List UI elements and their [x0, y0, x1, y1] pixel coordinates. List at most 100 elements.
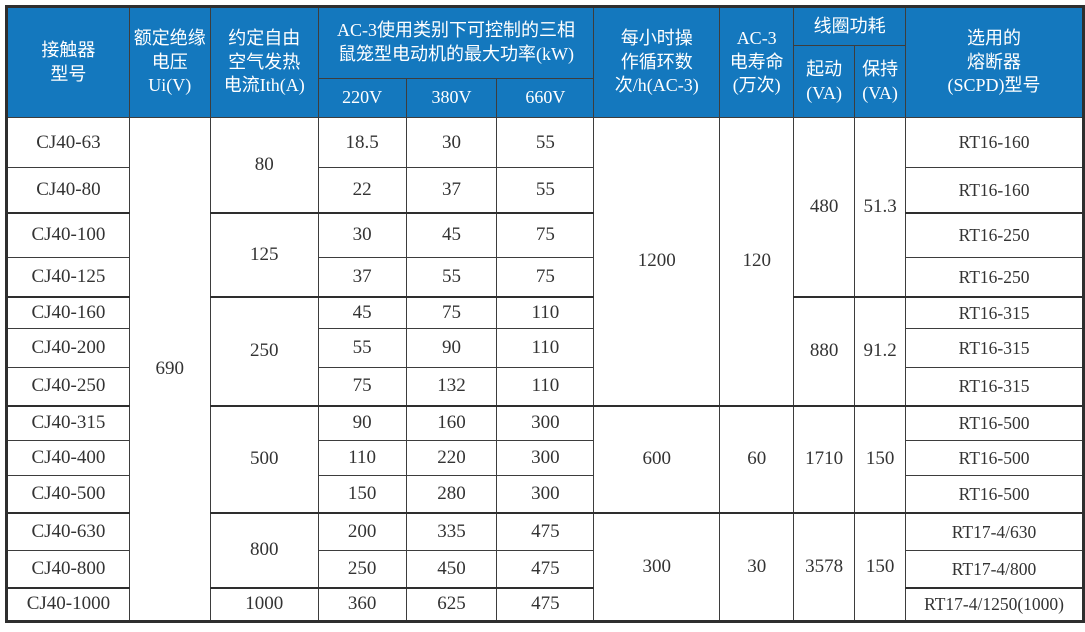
header-max-power-ac3: AC-3使用类别下可控制的三相 鼠笼型电动机的最大功率(kW) [317, 6, 595, 79]
cell-power-220v: 250 [317, 550, 407, 588]
cell-life: 30 [719, 511, 795, 622]
table-row: CJ40-800 250 450 475 RT17-4/800 [6, 550, 1084, 588]
cell-fuse: RT16-315 [905, 295, 1084, 329]
cell-fuse: RT16-500 [905, 475, 1084, 513]
cell-ui-voltage: 690 [128, 117, 211, 622]
cell-power-220v: 360 [317, 586, 407, 622]
cell-coil-start: 480 [793, 117, 856, 297]
table-row: CJ40-630 800 200 335 475 300 30 3578 150… [6, 511, 1084, 622]
header-coil-start: 起动 (VA) [793, 45, 856, 118]
header-coil-consumption: 线圈功耗 [793, 6, 907, 46]
cell-power-660v: 475 [496, 511, 595, 551]
cell-model: CJ40-200 [6, 328, 130, 368]
cell-power-220v: 30 [317, 211, 407, 258]
cell-fuse: RT16-315 [905, 328, 1084, 368]
cell-fuse: RT17-4/1250(1000) [905, 586, 1084, 622]
cell-power-660v: 110 [496, 328, 595, 368]
cell-power-220v: 45 [317, 295, 407, 329]
cell-power-660v: 110 [496, 367, 595, 406]
cell-model: CJ40-630 [6, 511, 130, 551]
cell-power-660v: 475 [496, 586, 595, 622]
cell-life: 120 [719, 117, 795, 406]
cell-power-380v: 160 [405, 404, 498, 441]
cell-power-220v: 22 [317, 167, 407, 213]
contactor-spec-table: 接触器 型号 额定绝缘 电压Ui(V) 约定自由 空气发热 电流Ith(A) A… [5, 5, 1085, 623]
cell-ith: 125 [209, 211, 319, 297]
cell-model: CJ40-400 [6, 440, 130, 476]
cell-fuse: RT16-500 [905, 440, 1084, 476]
header-operating-cycles: 每小时操 作循环数 次/h(AC-3) [593, 6, 721, 118]
cell-coil-hold: 150 [854, 511, 907, 622]
table-row: CJ40-100 125 30 45 75 RT16-250 [6, 211, 1084, 297]
cell-ith: 250 [209, 295, 319, 406]
cell-coil-start: 880 [793, 295, 856, 406]
cell-power-220v: 200 [317, 511, 407, 551]
cell-fuse: RT16-500 [905, 404, 1084, 441]
cell-fuse: RT16-250 [905, 257, 1084, 297]
cell-power-660v: 300 [496, 440, 595, 476]
header-fuse-model: 选用的 熔断器 (SCPD)型号 [905, 6, 1084, 118]
cell-power-380v: 45 [405, 211, 498, 258]
cell-fuse: RT16-160 [905, 167, 1084, 213]
table-row: CJ40-315 500 90 160 300 600 60 1710 150 … [6, 404, 1084, 513]
cell-fuse: RT17-4/800 [905, 550, 1084, 588]
cell-cycles: 600 [593, 404, 721, 513]
cell-ith: 500 [209, 404, 319, 513]
cell-power-660v: 75 [496, 257, 595, 297]
cell-power-380v: 37 [405, 167, 498, 213]
cell-power-660v: 300 [496, 404, 595, 441]
cell-coil-hold: 91.2 [854, 295, 907, 406]
cell-power-380v: 625 [405, 586, 498, 622]
header-380v: 380V [405, 78, 498, 118]
cell-power-380v: 280 [405, 475, 498, 513]
cell-coil-hold: 150 [854, 404, 907, 513]
cell-model: CJ40-160 [6, 295, 130, 329]
cell-power-380v: 132 [405, 367, 498, 406]
header-220v: 220V [317, 78, 407, 118]
header-thermal-current: 约定自由 空气发热 电流Ith(A) [209, 6, 319, 118]
table-row: CJ40-80 22 37 55 RT16-160 [6, 167, 1084, 213]
cell-life: 60 [719, 404, 795, 513]
cell-power-380v: 75 [405, 295, 498, 329]
cell-coil-start: 1710 [793, 404, 856, 513]
cell-power-660v: 110 [496, 295, 595, 329]
cell-cycles: 300 [593, 511, 721, 622]
table-row: CJ40-63 690 80 18.5 30 55 1200 120 480 5… [6, 117, 1084, 622]
cell-power-380v: 450 [405, 550, 498, 588]
cell-model: CJ40-250 [6, 367, 130, 406]
cell-power-380v: 335 [405, 511, 498, 551]
cell-power-220v: 55 [317, 328, 407, 368]
header-row-2: 起动 (VA) 保持 (VA) [7, 45, 1084, 118]
header-electrical-life: AC-3 电寿命 (万次) [719, 6, 795, 118]
cell-power-380v: 220 [405, 440, 498, 476]
cell-model: CJ40-100 [6, 211, 130, 258]
cell-power-220v: 150 [317, 475, 407, 513]
cell-ith: 1000 [209, 586, 319, 622]
cell-fuse: RT16-160 [905, 117, 1084, 168]
cell-fuse: RT16-315 [905, 367, 1084, 406]
cell-power-660v: 55 [496, 167, 595, 213]
cell-power-220v: 90 [317, 404, 407, 441]
cell-power-220v: 75 [317, 367, 407, 406]
cell-power-660v: 55 [496, 117, 595, 168]
header-coil-hold: 保持 (VA) [854, 45, 907, 118]
cell-power-220v: 18.5 [317, 117, 407, 168]
table-row: CJ40-200 55 90 110 RT16-315 [6, 328, 1084, 368]
table-row: CJ40-400 110 220 300 RT16-500 [6, 440, 1084, 476]
header-rated-insulation-voltage: 额定绝缘 电压Ui(V) [128, 6, 211, 118]
cell-power-380v: 55 [405, 257, 498, 297]
cell-model: CJ40-63 [6, 117, 130, 168]
cell-model: CJ40-125 [6, 257, 130, 297]
header-660v: 660V [496, 78, 595, 118]
cell-ith: 80 [209, 117, 319, 213]
cell-power-220v: 110 [317, 440, 407, 476]
table-row: CJ40-160 250 45 75 110 880 91.2 RT16-315 [6, 295, 1084, 406]
cell-power-380v: 30 [405, 117, 498, 168]
cell-power-660v: 475 [496, 550, 595, 588]
cell-cycles: 1200 [593, 117, 721, 406]
table-row: CJ40-500 150 280 300 RT16-500 [6, 475, 1084, 513]
cell-power-660v: 300 [496, 475, 595, 513]
cell-power-660v: 75 [496, 211, 595, 258]
cell-ith: 800 [209, 511, 319, 588]
cell-power-220v: 37 [317, 257, 407, 297]
